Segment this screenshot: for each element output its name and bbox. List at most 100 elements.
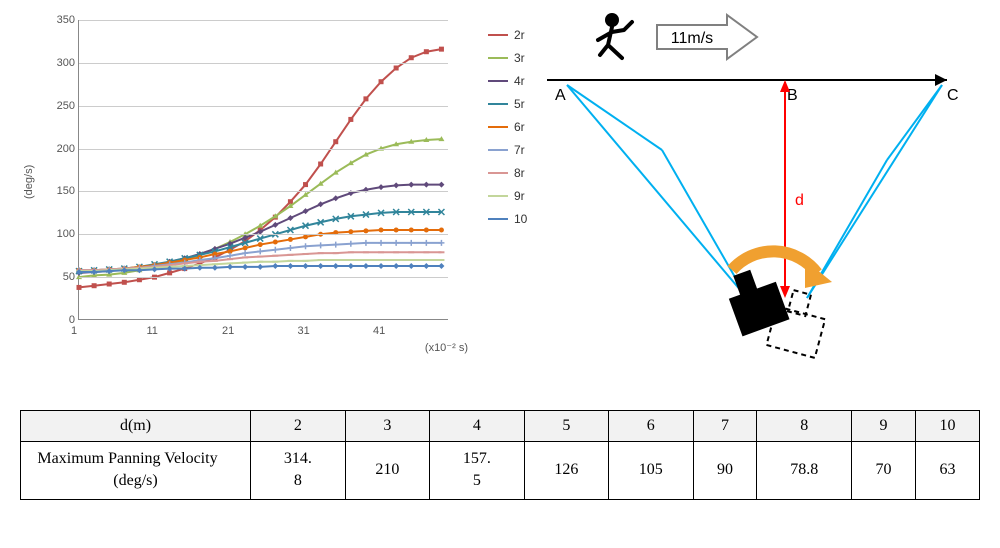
- y-axis-label: (deg/s): [23, 181, 35, 199]
- table-d-cell: 6: [609, 411, 693, 442]
- series-marker: [409, 228, 414, 233]
- series-marker: [423, 182, 429, 188]
- legend-swatch: [488, 57, 508, 59]
- series-marker: [333, 139, 338, 144]
- distance-label: d: [795, 192, 804, 209]
- series-marker: [257, 248, 263, 254]
- legend-label: 4r: [514, 74, 525, 88]
- legend-item: 7r: [488, 143, 527, 157]
- series-marker: [363, 228, 368, 233]
- series-marker: [227, 264, 233, 270]
- table-d-cell: 2: [251, 411, 346, 442]
- series-marker: [363, 240, 369, 246]
- series-marker: [333, 263, 339, 269]
- series-marker: [242, 250, 248, 256]
- legend-item: 10: [488, 212, 527, 226]
- table-velocity-cell: 157.5: [430, 442, 525, 500]
- series-marker: [393, 259, 399, 261]
- speed-label: 11m/s: [671, 30, 713, 47]
- series-marker: [333, 242, 339, 248]
- series-marker: [333, 195, 339, 201]
- x-tick-label: 41: [373, 325, 385, 337]
- y-tick-label: 150: [49, 185, 75, 197]
- y-tick-label: 100: [49, 228, 75, 240]
- series-marker: [303, 182, 308, 187]
- series-marker: [77, 285, 82, 290]
- distance-arrow-top-icon: [780, 80, 790, 92]
- series-marker: [272, 255, 278, 257]
- series-marker: [424, 49, 429, 54]
- cone-right-top: [887, 85, 942, 160]
- series-marker: [257, 264, 263, 270]
- y-tick-label: 350: [49, 14, 75, 26]
- point-a-label: A: [555, 87, 566, 104]
- table-velocity-cell: 314.8: [251, 442, 346, 500]
- table-velocity-cell: 210: [345, 442, 429, 500]
- velocity-table: d(m) 2345678910 Maximum Panning Velocity…: [20, 410, 980, 500]
- series-marker: [348, 259, 354, 261]
- table-header-velocity: Maximum Panning Velocity (deg/s): [21, 442, 251, 500]
- chart-area: 050100150200250300350111213141 (x10⁻² s): [38, 10, 468, 370]
- series-marker: [378, 259, 384, 261]
- series-marker: [287, 245, 293, 251]
- series-marker: [303, 260, 309, 262]
- gridline: [79, 20, 448, 21]
- series-marker: [438, 259, 444, 261]
- runner-icon: [598, 13, 632, 58]
- table-velocity-cell: 105: [609, 442, 693, 500]
- track-arrowhead-icon: [935, 74, 947, 86]
- legend-item: 4r: [488, 74, 527, 88]
- chart-legend: 2r3r4r5r6r7r8r9r10: [488, 10, 527, 226]
- table-velocity-cell: 90: [693, 442, 757, 500]
- series-marker: [379, 228, 384, 233]
- series-marker: [318, 252, 324, 254]
- series-marker: [348, 251, 354, 253]
- gridline: [79, 191, 448, 192]
- legend-item: 5r: [488, 97, 527, 111]
- series-marker: [303, 243, 309, 249]
- table-d-cell: 5: [524, 411, 608, 442]
- series-marker: [393, 240, 399, 246]
- x-tick-label: 31: [298, 325, 310, 337]
- series-marker: [318, 263, 324, 269]
- series-marker: [303, 208, 309, 214]
- legend-label: 2r: [514, 28, 525, 42]
- series-marker: [272, 222, 278, 228]
- series-marker: [212, 260, 218, 262]
- series-marker: [197, 261, 203, 263]
- y-tick-label: 300: [49, 57, 75, 69]
- legend-swatch: [488, 149, 508, 151]
- series-marker: [439, 47, 444, 52]
- series-marker: [408, 263, 414, 269]
- series-marker: [378, 251, 384, 253]
- table-d-cell: 8: [757, 411, 852, 442]
- series-marker: [408, 259, 414, 261]
- series-marker: [227, 253, 233, 259]
- series-marker: [348, 263, 354, 269]
- series-marker: [333, 252, 339, 254]
- y-tick-label: 50: [49, 271, 75, 283]
- series-marker: [212, 265, 218, 271]
- table-d-cell: 7: [693, 411, 757, 442]
- legend-swatch: [488, 103, 508, 105]
- table-d-cell: 3: [345, 411, 429, 442]
- point-c-label: C: [947, 87, 959, 104]
- legend-swatch: [488, 126, 508, 128]
- y-tick-label: 250: [49, 100, 75, 112]
- series-marker: [424, 228, 429, 233]
- series-marker: [378, 184, 384, 190]
- series-marker: [408, 240, 414, 246]
- series-marker: [333, 259, 339, 261]
- series-marker: [363, 259, 369, 261]
- series-marker: [394, 228, 399, 233]
- series-marker: [423, 263, 429, 269]
- legend-label: 7r: [514, 143, 525, 157]
- legend-swatch: [488, 34, 508, 36]
- legend-label: 5r: [514, 97, 525, 111]
- series-marker: [303, 253, 309, 255]
- legend-label: 9r: [514, 189, 525, 203]
- series-marker: [257, 256, 263, 258]
- legend-item: 6r: [488, 120, 527, 134]
- series-marker: [287, 260, 293, 262]
- series-marker: [273, 240, 278, 245]
